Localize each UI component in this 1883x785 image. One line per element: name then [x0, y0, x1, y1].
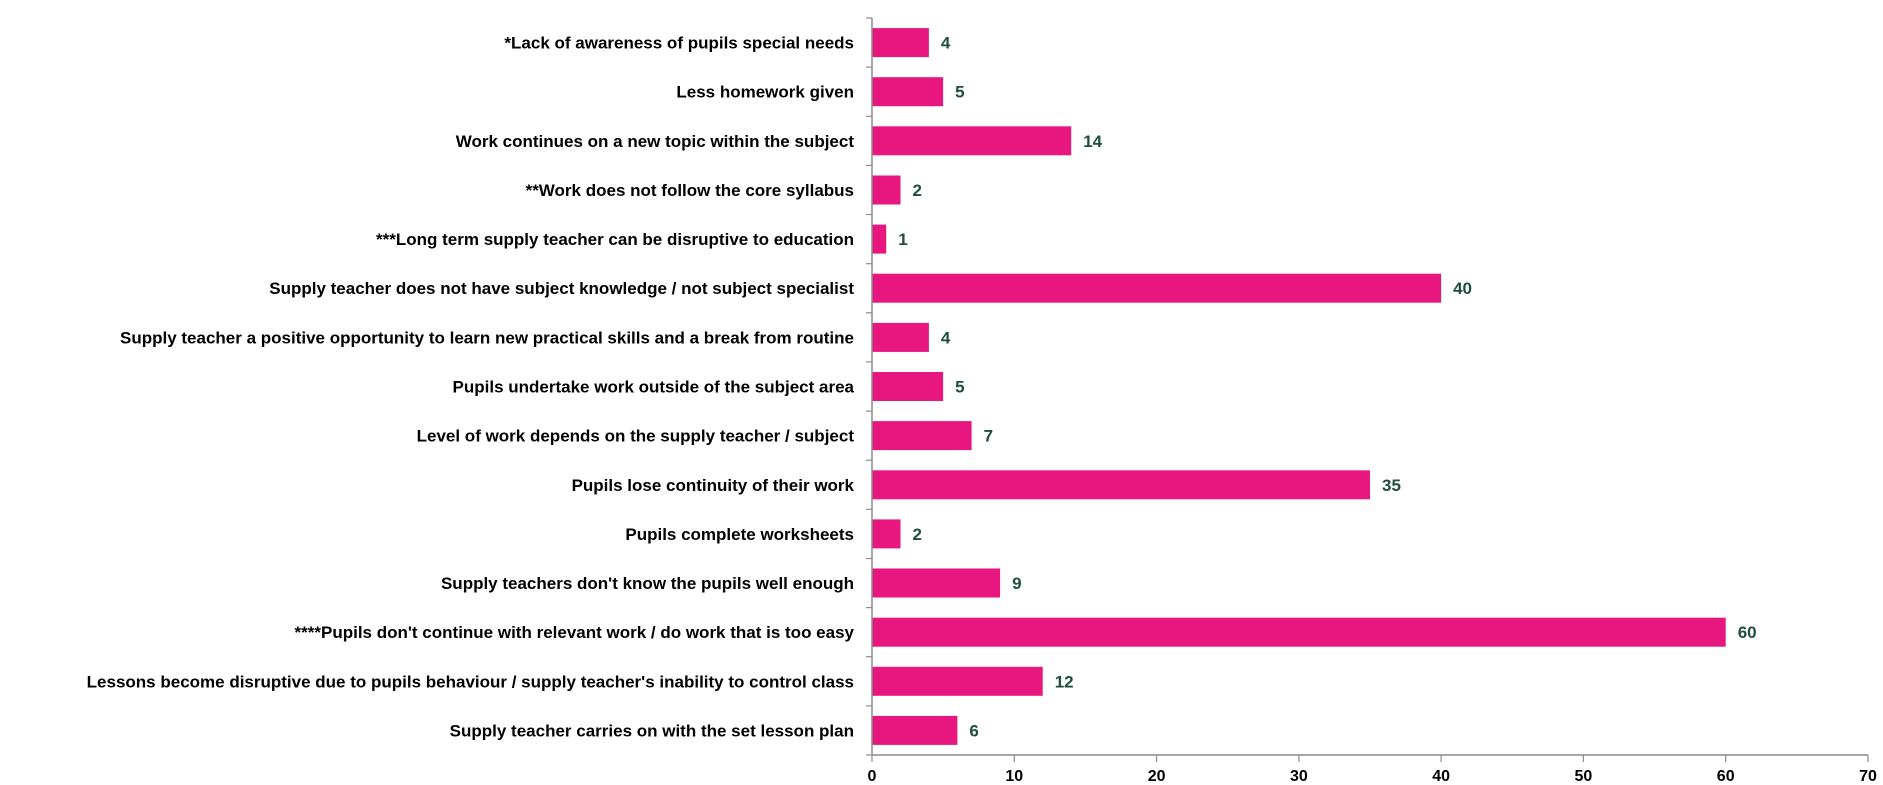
- bar: [872, 666, 1043, 696]
- bar: [872, 421, 972, 451]
- category-label: Less homework given: [676, 83, 854, 102]
- category-label: Work continues on a new topic within the…: [456, 132, 855, 151]
- category-label: Pupils complete worksheets: [625, 525, 854, 544]
- data-label: 2: [913, 525, 922, 544]
- category-label: *Lack of awareness of pupils special nee…: [504, 34, 854, 53]
- bar: [872, 470, 1370, 500]
- data-label: 40: [1453, 279, 1472, 298]
- bar: [872, 175, 901, 205]
- data-label: 35: [1382, 476, 1401, 495]
- data-label: 7: [984, 427, 993, 446]
- x-tick-label: 40: [1432, 768, 1450, 785]
- bar: [872, 273, 1442, 303]
- x-tick-label: 20: [1148, 768, 1166, 785]
- data-label: 60: [1738, 623, 1757, 642]
- x-tick-label: 70: [1859, 768, 1877, 785]
- data-label: 14: [1083, 132, 1102, 151]
- x-tick-label: 10: [1005, 768, 1023, 785]
- data-label: 4: [941, 34, 951, 53]
- category-label: Supply teacher carries on with the set l…: [450, 721, 854, 740]
- data-label: 5: [955, 83, 964, 102]
- bar: [872, 519, 901, 549]
- bar: [872, 617, 1726, 647]
- x-tick-label: 60: [1717, 768, 1735, 785]
- category-label: Lessons become disruptive due to pupils …: [87, 672, 854, 691]
- category-label: ***Long term supply teacher can be disru…: [376, 230, 854, 249]
- category-label: Supply teacher a positive opportunity to…: [120, 328, 854, 347]
- bar: [872, 372, 944, 401]
- bars-group: [872, 28, 1726, 745]
- bar: [872, 224, 887, 254]
- data-label: 6: [969, 721, 978, 740]
- category-label: Pupils lose continuity of their work: [572, 476, 855, 495]
- x-tick-label: 50: [1575, 768, 1593, 785]
- category-label: Level of work depends on the supply teac…: [417, 427, 855, 446]
- data-label: 1: [898, 230, 907, 249]
- value-labels-group: 4 5 14 2 1 40 4 5 7 35 2 9 60 12 6: [898, 34, 1756, 741]
- bar: [872, 126, 1072, 156]
- x-tick-label: 30: [1290, 768, 1308, 785]
- bar: [872, 568, 1001, 598]
- category-label: ****Pupils don't continue with relevant …: [295, 623, 855, 642]
- axes-group: 0 10 20 30 40 50 60 70: [866, 17, 1877, 785]
- data-label: 2: [913, 181, 922, 200]
- bar: [872, 322, 929, 352]
- category-labels-group: *Lack of awareness of pupils special nee…: [87, 34, 855, 741]
- data-label: 9: [1012, 574, 1021, 593]
- category-label: Supply teacher does not have subject kno…: [269, 279, 854, 298]
- bar: [872, 77, 944, 107]
- bar: [872, 28, 929, 58]
- category-label: Supply teachers don't know the pupils we…: [441, 574, 854, 593]
- data-label: 4: [941, 328, 951, 347]
- category-label: Pupils undertake work outside of the sub…: [453, 378, 855, 397]
- data-label: 12: [1055, 672, 1074, 691]
- data-label: 5: [955, 378, 964, 397]
- x-tick-label: 0: [868, 768, 877, 785]
- bar: [872, 715, 958, 745]
- category-label: **Work does not follow the core syllabus: [526, 181, 854, 200]
